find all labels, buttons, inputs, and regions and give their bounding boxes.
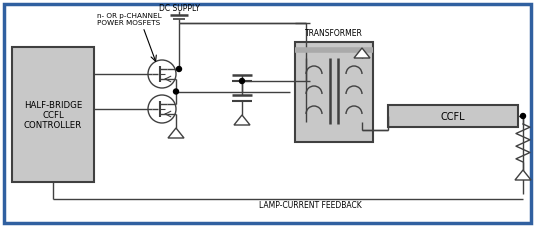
Text: n- OR p-CHANNEL: n- OR p-CHANNEL [97, 13, 162, 19]
Text: CCFL: CCFL [441, 111, 465, 121]
Circle shape [520, 114, 525, 119]
Text: POWER MOSFETS: POWER MOSFETS [97, 20, 160, 26]
Text: TRANSFORMER: TRANSFORMER [305, 28, 363, 37]
Polygon shape [234, 116, 250, 126]
Polygon shape [168, 128, 184, 138]
Circle shape [176, 67, 182, 72]
Text: DC SUPPLY: DC SUPPLY [159, 3, 199, 12]
Circle shape [174, 90, 178, 95]
Text: HALF-BRIDGE
CCFL
CONTROLLER: HALF-BRIDGE CCFL CONTROLLER [24, 100, 82, 130]
Polygon shape [515, 170, 531, 180]
Circle shape [240, 79, 244, 84]
Bar [12, 48, 94, 182]
Polygon shape [354, 49, 370, 59]
Bar [388, 106, 518, 127]
Text: LAMP-CURRENT FEEDBACK: LAMP-CURRENT FEEDBACK [259, 201, 361, 210]
Bar [295, 43, 373, 142]
